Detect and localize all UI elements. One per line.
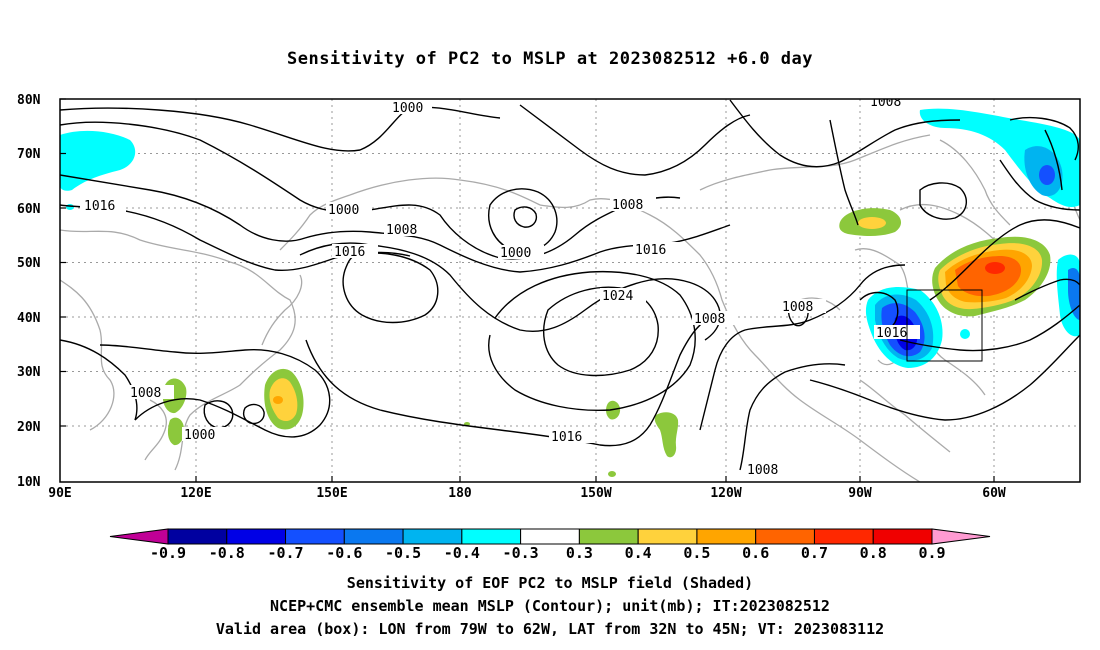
colorbar-swatch	[872, 528, 933, 545]
contour-label: 1016	[84, 199, 115, 214]
colorbar-tick-label: 0.3	[566, 544, 593, 562]
lat-label: 30N	[17, 365, 41, 380]
colorbar-tick-label: 0.7	[801, 544, 828, 562]
shade-cyan-dot	[960, 329, 970, 339]
contour-label: 1016	[876, 326, 907, 341]
colorbar-swatch	[167, 528, 228, 545]
shade-cyan-nw	[60, 130, 136, 191]
contour-label: 1008	[612, 198, 643, 213]
contour-label: 1008	[782, 300, 813, 315]
caption-line-1: Sensitivity of EOF PC2 to MSLP field (Sh…	[346, 574, 754, 592]
lat-label: 20N	[17, 420, 41, 435]
contour-labels: 1000 1008 1016 1000 1008 1016 1000 1008 …	[80, 95, 920, 478]
lon-label: 120W	[710, 486, 741, 501]
lat-label: 10N	[17, 475, 41, 490]
contour-label: 1024	[602, 289, 633, 304]
lon-label: 120E	[180, 486, 211, 501]
colorbar-swatch	[696, 528, 757, 545]
lat-label: 40N	[17, 311, 41, 326]
lat-label: 60N	[17, 202, 41, 217]
colorbar-tick-label: -0.6	[326, 544, 362, 562]
colorbar-tick-label: -0.5	[385, 544, 421, 562]
colorbar-tick-label: -0.7	[267, 544, 303, 562]
colorbar-tick-label: -0.3	[503, 544, 539, 562]
colorbar-swatch	[402, 528, 463, 545]
lon-label: 90E	[48, 486, 71, 501]
colorbar-swatch	[226, 528, 287, 545]
latitude-labels: 80N 70N 60N 50N 40N 30N 20N 10N	[17, 93, 41, 490]
contour-label: 1008	[386, 223, 417, 238]
colorbar-swatch	[637, 528, 698, 545]
contour-label: 1008	[870, 95, 901, 110]
shade-green-sw2	[167, 417, 185, 446]
contour-label: 1000	[392, 101, 423, 116]
shade-red-atl	[985, 262, 1005, 274]
colorbar-swatch	[520, 528, 580, 545]
contour-label: 1000	[500, 246, 531, 261]
colorbar-tick-label: 0.9	[918, 544, 945, 562]
contour-label: 1000	[328, 203, 359, 218]
colorbar-tick-label: 0.5	[683, 544, 710, 562]
colorbar-labels: -0.9 -0.8 -0.7 -0.6 -0.5 -0.4 -0.3 0.3 0.4 0.5 0.6…	[150, 544, 946, 562]
contour-label: 1008	[747, 463, 778, 478]
shade-yellow-hudson	[858, 217, 886, 229]
shade-darkorange-atl	[955, 256, 1022, 297]
contour-label: 1008	[130, 386, 161, 401]
colorbar-swatch	[578, 528, 639, 545]
mslp-contours	[60, 99, 1080, 471]
colorbar-tick-label: 0.8	[860, 544, 887, 562]
colorbar	[109, 528, 991, 545]
colorbar-tick-label: -0.9	[150, 544, 186, 562]
shade-orange-wp	[273, 396, 283, 404]
contour-label: 1016	[635, 243, 666, 258]
lon-label: 90W	[848, 486, 872, 501]
colorbar-min-arrow	[109, 528, 169, 545]
contour-label: 1016	[334, 245, 365, 260]
axis-ticks	[60, 98, 995, 482]
caption-line-3: Valid area (box): LON from 79W to 62W, L…	[215, 620, 885, 638]
colorbar-tick-label: 0.6	[742, 544, 769, 562]
lat-label: 70N	[17, 147, 41, 162]
colorbar-tick-label: -0.8	[209, 544, 245, 562]
colorbar-tick-label: 0.4	[625, 544, 652, 562]
colorbar-swatch	[813, 528, 874, 545]
sensitivity-shading	[60, 108, 1080, 477]
shade-yellow-wp	[269, 378, 298, 422]
contour-label: 1000	[184, 428, 215, 443]
lon-label: 180	[448, 486, 472, 501]
colorbar-swatch	[755, 528, 815, 545]
shade-blue-ne	[1039, 165, 1055, 185]
longitude-labels: 90E 120E 150E 180 150W 120W 90W 60W	[48, 486, 1006, 501]
shade-green-p3	[608, 471, 616, 477]
colorbar-swatch	[461, 528, 522, 545]
lon-label: 150W	[580, 486, 611, 501]
lat-label: 50N	[17, 256, 41, 271]
shade-green-p2	[654, 412, 679, 458]
colorbar-tick-label: -0.4	[444, 544, 480, 562]
contour-label: 1016	[551, 430, 582, 445]
valid-area-box	[906, 289, 983, 362]
caption-line-2: NCEP+CMC ensemble mean MSLP (Contour); u…	[270, 597, 830, 615]
colorbar-max-arrow	[931, 528, 991, 545]
chart-title: Sensitivity of PC2 to MSLP at 2023082512…	[286, 49, 813, 69]
contour-label: 1008	[694, 312, 725, 327]
shade-cyan-small	[66, 204, 74, 210]
lat-label: 80N	[17, 93, 41, 108]
map-border	[59, 98, 1081, 483]
lon-label: 60W	[982, 486, 1006, 501]
lon-label: 150E	[316, 486, 347, 501]
colorbar-swatch	[285, 528, 345, 545]
colorbar-swatch	[343, 528, 404, 545]
